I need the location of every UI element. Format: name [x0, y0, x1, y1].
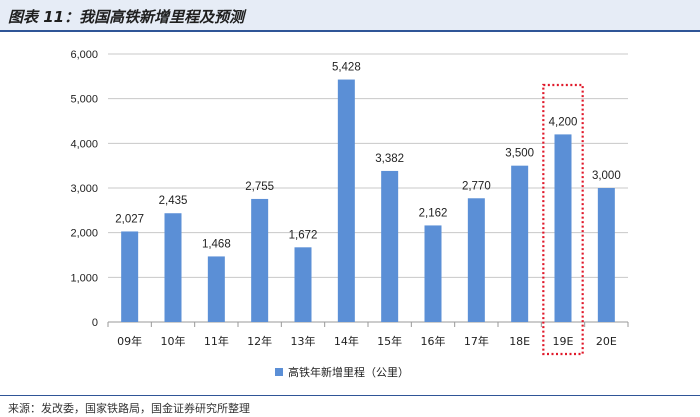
y-tick-label: 6,000 [70, 49, 98, 61]
source-divider [0, 395, 700, 396]
x-category-label: 09年 [117, 334, 142, 348]
bar [467, 198, 485, 322]
bar [251, 198, 269, 322]
x-category-label: 15年 [377, 334, 402, 348]
bar [381, 170, 399, 322]
x-category-label: 12年 [247, 334, 272, 348]
bar [511, 165, 529, 322]
gridlines [107, 53, 629, 327]
legend-label: 高铁年新增里程（公里） [288, 365, 409, 379]
bar [424, 225, 442, 322]
data-label: 5,428 [332, 62, 361, 74]
title-bar: 图表 11：我国高铁新增里程及预测 [0, 0, 700, 32]
source-note: 来源：发改委，国家铁路局，国金证券研究所整理 [8, 402, 250, 415]
bar [207, 256, 225, 322]
x-category-label: 11年 [204, 334, 229, 348]
data-label: 2,755 [245, 181, 274, 193]
x-category-label: 16年 [421, 334, 446, 348]
x-category-label: 10年 [161, 334, 186, 348]
data-label: 2,770 [462, 180, 491, 192]
data-label: 3,000 [592, 170, 621, 182]
legend-swatch [275, 368, 283, 376]
x-category-label: 13年 [291, 334, 316, 348]
bar [554, 134, 572, 322]
x-category-label: 17年 [464, 334, 489, 348]
data-label: 4,200 [549, 116, 578, 128]
x-category-label: 14年 [334, 334, 359, 348]
y-tick-label: 2,000 [70, 228, 98, 240]
y-tick-label: 5,000 [70, 94, 98, 106]
x-category-label: 20E [596, 335, 617, 348]
highlight-box-layer [542, 83, 584, 356]
data-label: 2,027 [115, 213, 144, 225]
y-tick-label: 0 [92, 317, 98, 329]
bar [121, 231, 139, 322]
data-labels: 2,027 2,435 1,468 2,755 1,672 5,428 3,382 2,162… [115, 62, 620, 251]
x-category-label: 19E [553, 335, 574, 348]
chart-title: 图表 11：我国高铁新增里程及预测 [8, 8, 245, 26]
data-label: 2,162 [419, 207, 448, 219]
y-tick-label: 3,000 [70, 183, 98, 195]
data-label: 3,382 [375, 153, 404, 165]
bar [337, 79, 355, 322]
bar [164, 213, 182, 322]
legend: 高铁年新增里程（公里） [275, 365, 409, 379]
bar [597, 188, 615, 322]
data-label: 1,468 [202, 238, 231, 250]
highlight-box [542, 83, 584, 356]
bar-chart: 0 1,000 2,000 3,000 4,000 5,000 6,000 2,027 2,4… [70, 49, 629, 379]
data-label: 3,500 [505, 148, 534, 160]
bars [121, 79, 615, 322]
data-label: 2,435 [159, 195, 188, 207]
x-category-label: 18E [509, 335, 530, 348]
bar [294, 247, 312, 322]
y-tick-label: 1,000 [70, 272, 98, 284]
y-tick-label: 4,000 [70, 138, 98, 150]
y-axis-ticks: 0 1,000 2,000 3,000 4,000 5,000 6,000 [70, 49, 98, 329]
x-axis-categories: 09年 10年 11年 12年 13年 14年 15年 16年 17年 18E 19E 20E [117, 334, 617, 348]
data-label: 1,672 [289, 229, 318, 241]
